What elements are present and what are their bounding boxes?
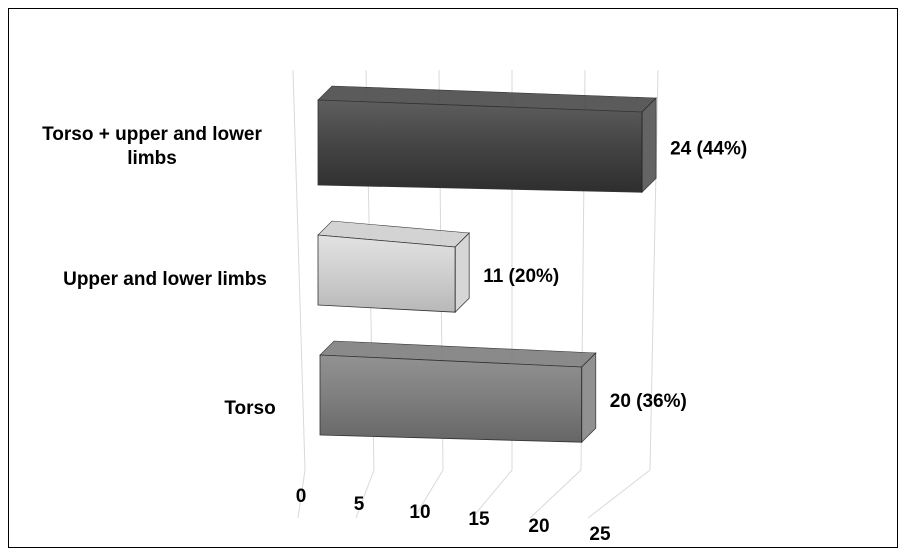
x-tick-label: 0 [296, 486, 307, 507]
bar-end-face [581, 352, 597, 444]
bar-front-face [317, 99, 643, 193]
bar [317, 220, 470, 314]
gridline [292, 69, 306, 471]
category-label-line: Torso + upper and lower [42, 124, 262, 145]
bar-front-face [319, 354, 583, 443]
category-label-line: limbs [127, 148, 177, 169]
labels: 0 5 10 15 20 25 24 (44%) 11 (20%) 20 (36%) Torso … [42, 124, 747, 545]
data-label: 11 (20%) [483, 266, 559, 287]
bar-front-face [317, 234, 456, 313]
x-tick-label: 25 [589, 524, 611, 545]
data-label: 20 (36%) [610, 391, 687, 412]
bars [317, 85, 657, 444]
floor-line [529, 469, 582, 519]
x-tick-label: 15 [468, 509, 490, 530]
floor-line [587, 469, 651, 519]
bar-end-face [454, 232, 470, 314]
floor-line [297, 469, 306, 519]
floor-line [413, 469, 444, 519]
bar [319, 340, 597, 444]
floor-line [355, 469, 375, 519]
data-label: 24 (44%) [670, 139, 747, 160]
x-tick-label: 10 [409, 502, 430, 523]
category-label: Torso + upper and lower limbs [42, 124, 262, 169]
category-label: Upper and lower limbs [63, 269, 267, 290]
category-label-line: Torso [224, 398, 275, 419]
floor-line [471, 469, 513, 519]
category-label: Torso [224, 398, 275, 419]
bar [317, 85, 657, 194]
bar-end-face [641, 97, 657, 194]
category-label-line: Upper and lower limbs [63, 269, 267, 290]
gridline [649, 69, 659, 471]
x-tick-label: 20 [528, 516, 549, 537]
x-tick-label: 5 [354, 494, 365, 515]
